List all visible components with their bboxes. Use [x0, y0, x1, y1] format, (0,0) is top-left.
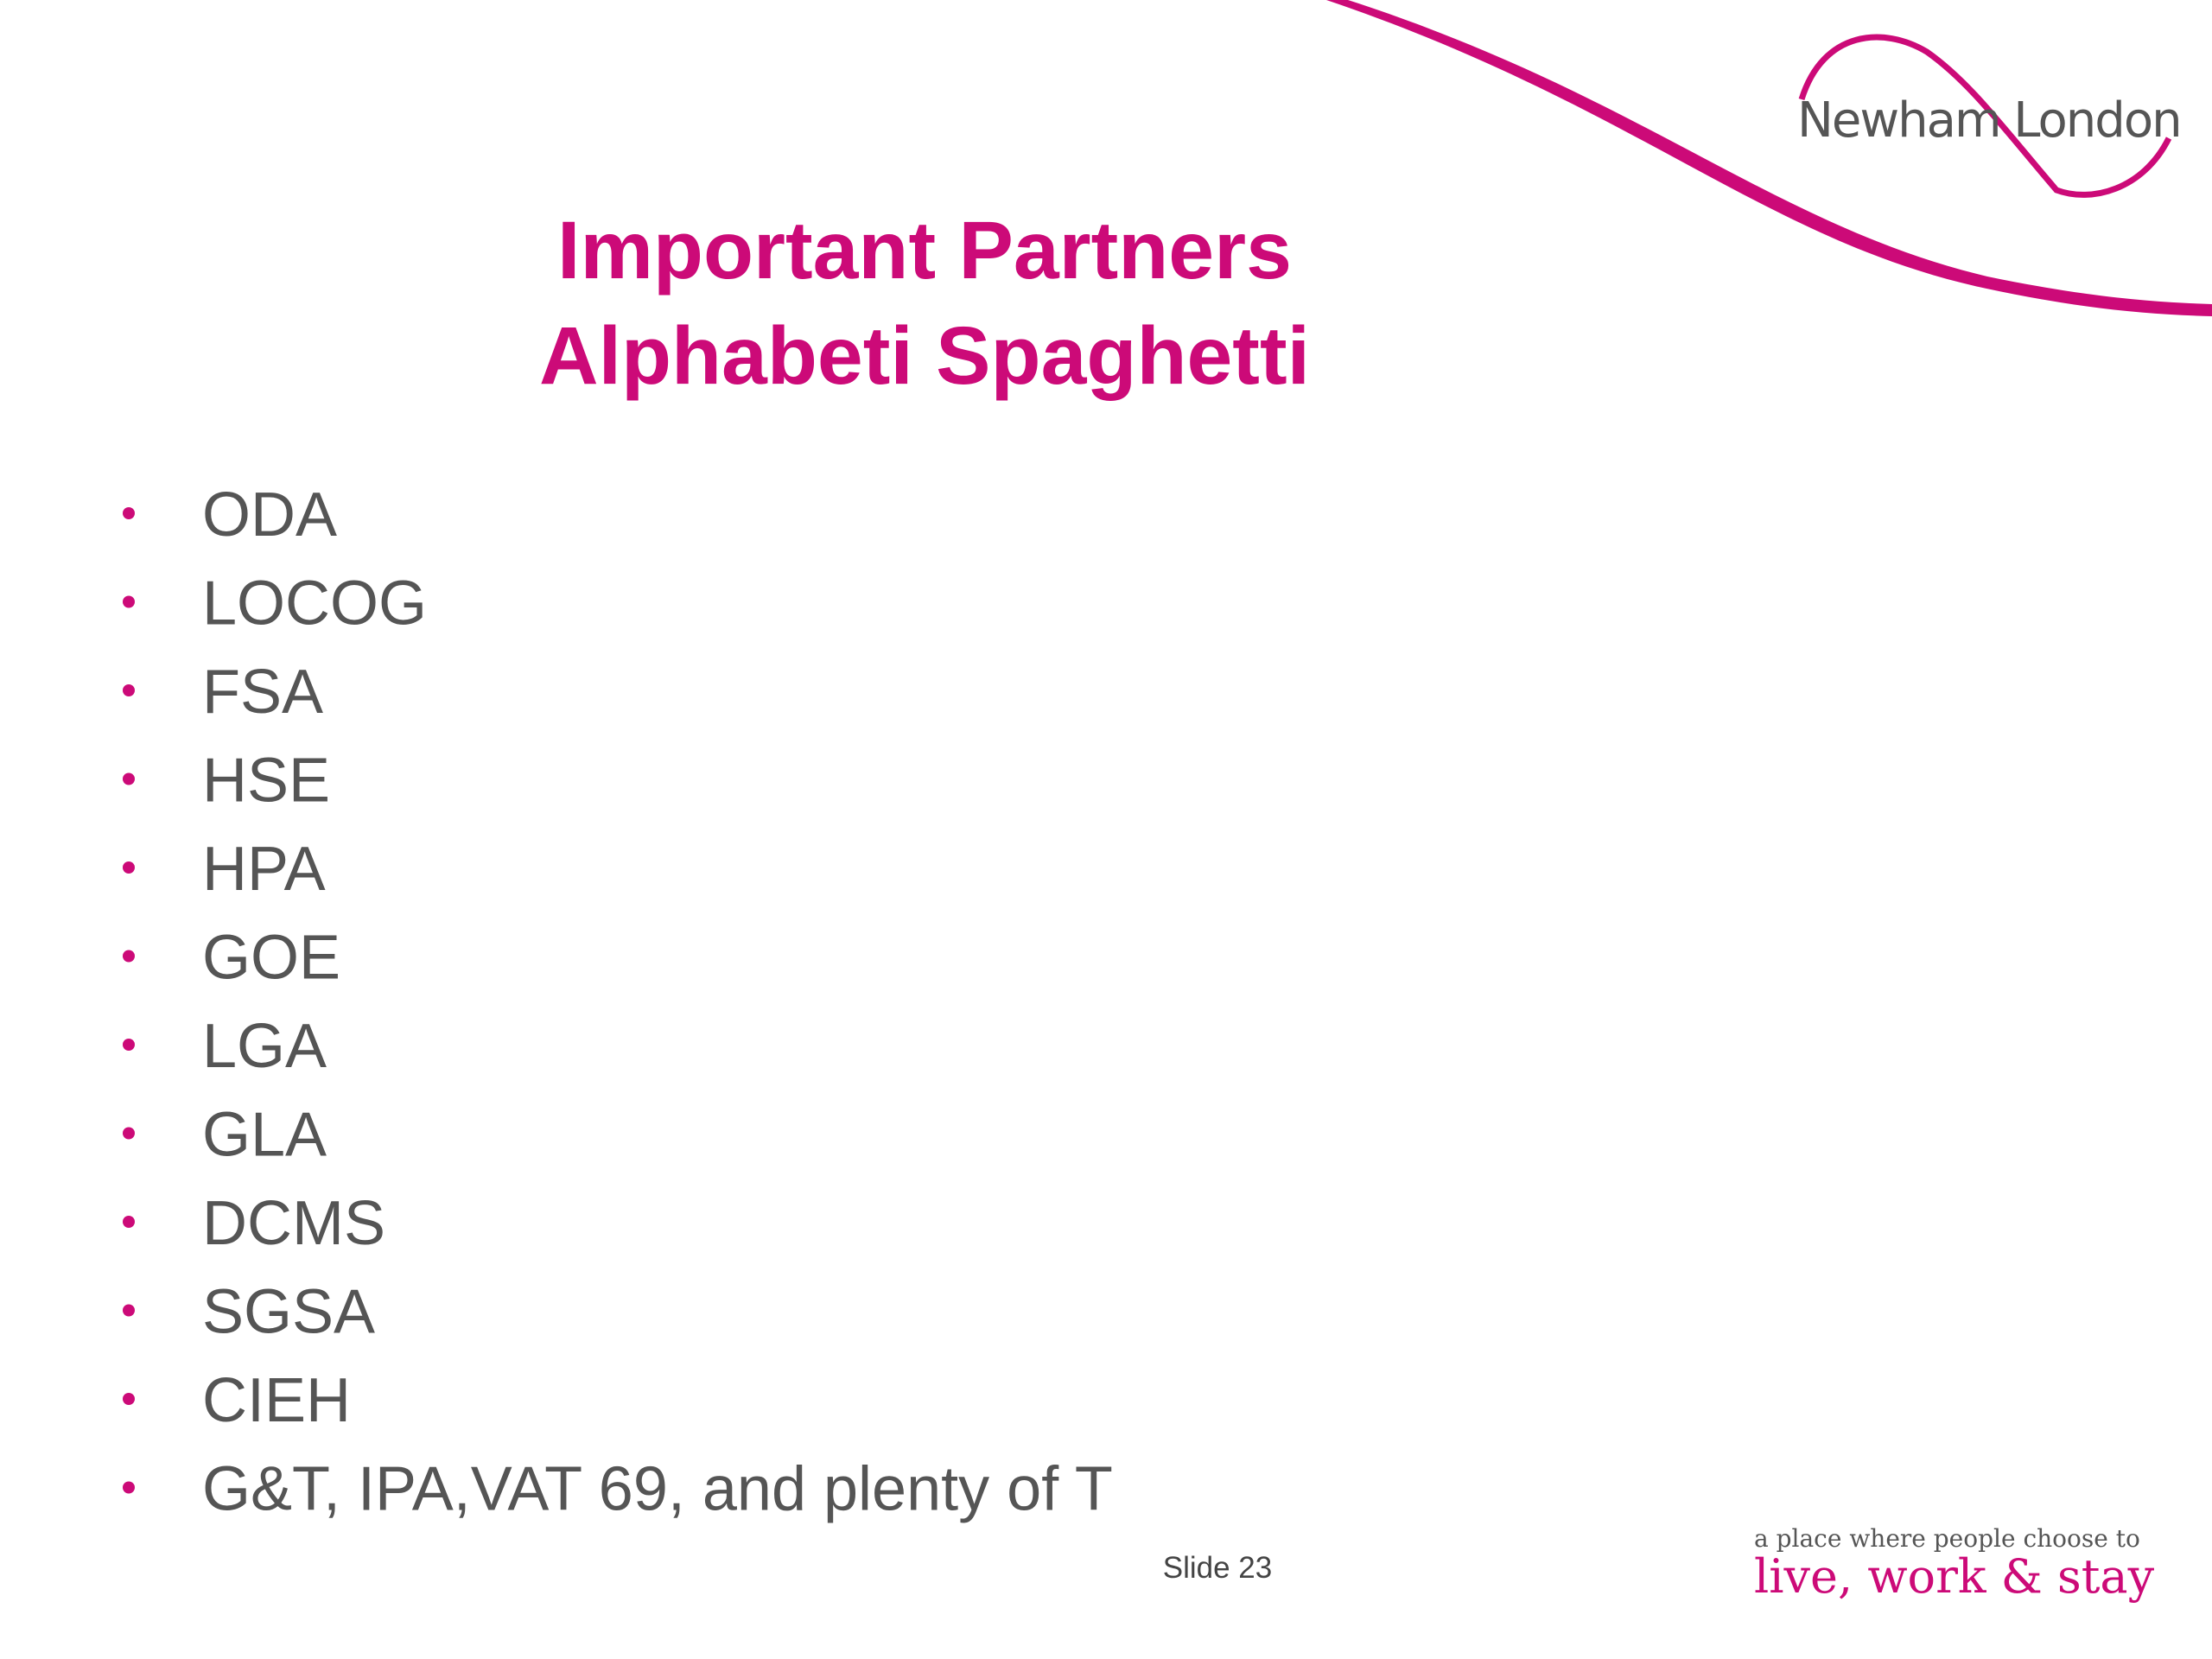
- bullet-dot: [123, 950, 135, 963]
- title-line: Alphabeti Spaghetti: [539, 310, 1310, 402]
- swoosh: [1326, 0, 2212, 316]
- logo-arc: [1798, 34, 2172, 198]
- tagline: a place where people choose to: [1754, 1524, 2140, 1553]
- bullet-text: FSA: [202, 658, 323, 727]
- bullet-dot: [123, 595, 135, 608]
- bullet-text: SGSA: [202, 1278, 375, 1347]
- bullet-text: CIEH: [202, 1366, 351, 1435]
- bullet-dot: [123, 1481, 135, 1494]
- bullet-dot: [123, 1304, 135, 1317]
- bullet-list: ODA LOCOG FSA HSE HPA GOE LGA GLA DCMS SGSA CIEH G&…: [123, 480, 1113, 1524]
- bullet-text: GLA: [202, 1101, 327, 1170]
- bullet-text: HSE: [202, 747, 330, 816]
- bullet-dot: [123, 861, 135, 874]
- bullet-dot: [123, 1216, 135, 1228]
- bullet-dot: [123, 684, 135, 696]
- bullet-text: G&T, IPA,VAT 69, and plenty of T: [202, 1455, 1113, 1524]
- bullet-text: DCMS: [202, 1189, 385, 1258]
- bullet-dot: [123, 1127, 135, 1140]
- bullet-text: LOCOG: [202, 569, 427, 639]
- slogan: live, work & stay: [1754, 1549, 2155, 1604]
- bullet-text: GOE: [202, 924, 340, 993]
- bullet-dot: [123, 1393, 135, 1405]
- bullet-dot: [123, 772, 135, 785]
- bullet-text: HPA: [202, 835, 326, 904]
- bullet-dot: [123, 507, 135, 519]
- slide-number: Slide 23: [1163, 1551, 1272, 1585]
- bullet-text: ODA: [202, 480, 337, 550]
- logo-text: Newham London: [1797, 92, 2181, 149]
- bullet-dot: [123, 1039, 135, 1051]
- title-line: Important Partners: [557, 205, 1292, 296]
- bullet-text: LGA: [202, 1012, 327, 1081]
